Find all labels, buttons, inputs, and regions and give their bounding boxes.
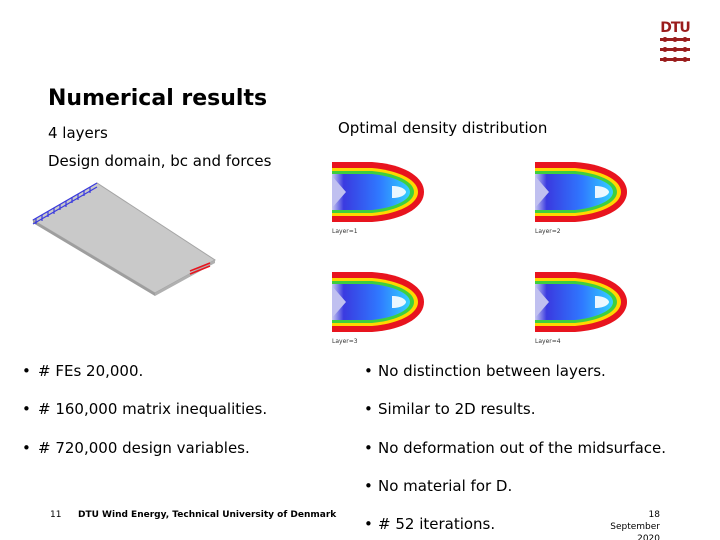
left-bullet-1: • # FEs 20,000. — [22, 362, 143, 380]
footer-date-line1: 18 — [648, 510, 660, 520]
right-bullet-text-3: No deformation out of the midsurface. — [378, 439, 667, 457]
design-domain-figure — [32, 182, 216, 296]
density-plot-layer-3: Layer=3 — [332, 272, 426, 345]
right-bullet-text-5: # 52 iterations. — [378, 515, 496, 533]
plot-label-4: Layer=4 — [535, 338, 561, 345]
footer-organization: DTU Wind Energy, Technical University of… — [78, 510, 337, 520]
bullet-dot-icon: • — [22, 439, 31, 457]
footer-date: 18 September 2020 — [606, 509, 660, 540]
bullet-dot-icon: • — [364, 362, 373, 380]
density-plot-layer-2: Layer=2 — [535, 162, 629, 235]
density-map-3 — [332, 272, 426, 334]
bullet-dot-icon: • — [364, 515, 373, 533]
density-plot-layer-4: Layer=4 — [535, 272, 629, 345]
design-domain-label: Design domain, bc and forces — [48, 152, 272, 170]
bullet-dot-icon: • — [364, 400, 373, 418]
optimal-density-label: Optimal density distribution — [338, 119, 548, 137]
right-bullet-text-2: Similar to 2D results. — [378, 400, 536, 418]
left-bullet-2: • # 160,000 matrix inequalities. — [22, 400, 267, 418]
dtu-logo-text: DTU — [660, 20, 691, 36]
bullet-dot-icon: • — [22, 362, 31, 380]
right-bullet-text-1: No distinction between layers. — [378, 362, 606, 380]
force-markers — [189, 262, 211, 275]
right-bullet-5: • # 52 iterations. — [364, 515, 495, 533]
plot-label-3: Layer=3 — [332, 338, 358, 345]
footer-page-number: 11 — [50, 510, 62, 520]
left-bullet-3: • # 720,000 design variables. — [22, 439, 250, 457]
density-plot-layer-1: Layer=1 — [332, 162, 426, 235]
left-bullet-text-2: # 160,000 matrix inequalities. — [38, 400, 268, 418]
right-bullet-4: • No material for D. — [364, 477, 512, 495]
footer-date-line3: 2020 — [637, 534, 660, 540]
density-map-2 — [535, 162, 629, 224]
right-bullet-text-4: No material for D. — [378, 477, 513, 495]
bullet-dot-icon: • — [364, 477, 373, 495]
boundary-condition-markers — [32, 182, 98, 225]
bullet-dot-icon: • — [364, 439, 373, 457]
density-map-4 — [535, 272, 629, 334]
footer-date-line2: September — [610, 522, 660, 532]
plot-label-1: Layer=1 — [332, 228, 358, 235]
subtitle-layers: 4 layers — [48, 124, 108, 142]
dtu-logo: DTU — [660, 20, 691, 66]
dtu-logo-bars-icon — [660, 37, 690, 62]
right-bullet-1: • No distinction between layers. — [364, 362, 606, 380]
plot-label-2: Layer=2 — [535, 228, 561, 235]
bullet-dot-icon: • — [22, 400, 31, 418]
left-bullet-text-3: # 720,000 design variables. — [38, 439, 250, 457]
density-map-1 — [332, 162, 426, 224]
slide-title: Numerical results — [48, 86, 268, 111]
right-bullet-3: • No deformation out of the midsurface. — [364, 439, 666, 457]
right-bullet-2: • Similar to 2D results. — [364, 400, 535, 418]
left-bullet-text-1: # FEs 20,000. — [38, 362, 144, 380]
